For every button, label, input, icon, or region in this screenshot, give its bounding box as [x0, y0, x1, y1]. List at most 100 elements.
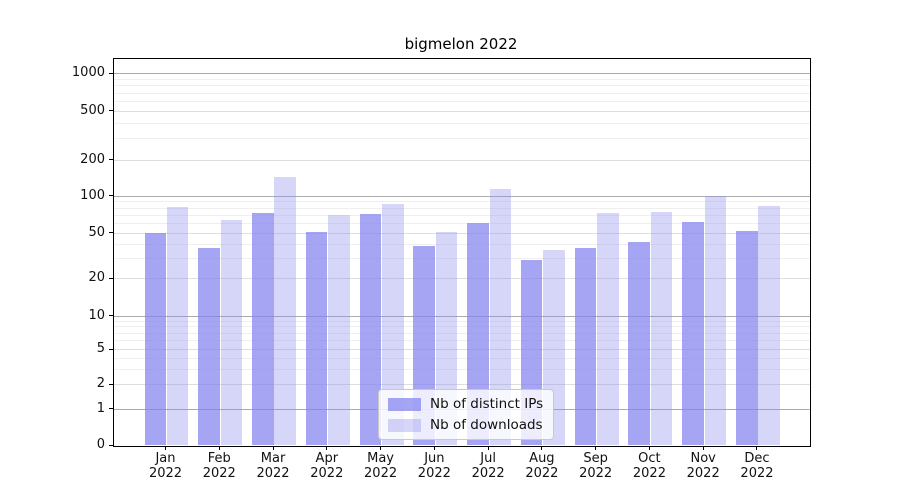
gridline-minor [114, 222, 810, 224]
bar-nb-of-downloads-feb [220, 220, 243, 446]
y-tick-mark [109, 315, 113, 317]
y-tick-label: 5 [96, 341, 105, 356]
x-tick-mark [595, 446, 597, 450]
x-tick-label-aug: Aug 2022 [525, 451, 559, 481]
bar-nb-of-distinct-ips-feb [198, 248, 220, 446]
gridline-minor [114, 100, 810, 102]
y-tick-mark [109, 110, 113, 112]
x-tick-mark [272, 446, 274, 450]
gridline-10 [114, 315, 810, 317]
bar-nb-of-distinct-ips-mar [252, 212, 274, 446]
gridline-minor [114, 207, 810, 209]
bar-nb-of-downloads-jul [489, 188, 512, 446]
bar-nb-of-distinct-ips-may [359, 214, 382, 446]
x-tick-mark [165, 446, 166, 450]
bar-nb-of-downloads-oct [650, 212, 673, 446]
gridline-minor [114, 326, 810, 328]
bar-nb-of-downloads-jan [166, 207, 189, 446]
bar-nb-of-distinct-ips-oct [628, 241, 651, 446]
gridline-2 [114, 384, 810, 386]
legend-item-nb-of-downloads: Nb of downloads [388, 417, 543, 433]
bar-nb-of-downloads-may [381, 203, 404, 446]
bar-nb-of-distinct-ips-nov [682, 221, 704, 446]
x-tick-mark [702, 446, 704, 450]
gridline-minor [114, 357, 810, 359]
x-tick-label-jul: Jul 2022 [471, 451, 505, 481]
chart-title: bigmelon 2022 [404, 35, 518, 53]
y-tick-mark [109, 383, 113, 385]
x-tick-label-nov: Nov 2022 [686, 451, 720, 481]
x-tick-mark [541, 446, 543, 450]
bar-nb-of-downloads-dec [758, 206, 780, 446]
bar-nb-of-downloads-apr [328, 215, 350, 446]
y-tick-mark [109, 348, 113, 350]
gridline-minor [114, 214, 810, 216]
gridline-minor [114, 85, 810, 87]
gridline-minor [114, 258, 810, 260]
gridline-1000 [114, 73, 810, 75]
x-tick-mark [433, 446, 435, 450]
bar-nb-of-downloads-sep [597, 212, 619, 446]
bar-nb-of-downloads-nov [704, 196, 727, 446]
legend-swatch-nb-of-downloads [388, 418, 421, 432]
bar-nb-of-distinct-ips-apr [305, 232, 328, 446]
y-tick-mark [109, 195, 113, 197]
y-tick-label: 50 [88, 224, 105, 240]
y-tick-mark [109, 72, 113, 74]
gridline-50 [114, 232, 810, 234]
gridline-minor [114, 320, 810, 322]
y-tick-mark [109, 159, 113, 161]
gridline-20 [114, 278, 810, 280]
x-tick-label-mar: Mar 2022 [256, 451, 290, 481]
y-tick-label: 0 [96, 437, 105, 452]
x-tick-mark [648, 446, 650, 450]
x-tick-mark [218, 446, 220, 450]
x-tick-mark [380, 446, 382, 450]
x-tick-label-apr: Apr 2022 [310, 451, 344, 481]
gridline-minor [114, 332, 810, 334]
gridline-minor [114, 340, 810, 342]
legend: Nb of distinct IPs Nb of downloads [378, 389, 555, 440]
gridline-minor [114, 78, 810, 80]
plot-area: Nb of distinct IPs Nb of downloads [113, 58, 811, 447]
y-tick-label: 20 [88, 270, 105, 286]
x-tick-mark [487, 446, 489, 450]
bar-nb-of-distinct-ips-sep [574, 248, 597, 446]
gridline-100 [114, 195, 810, 197]
gridline-5 [114, 349, 810, 350]
y-tick-mark [109, 444, 113, 446]
x-tick-label-feb: Feb 2022 [202, 451, 236, 481]
x-tick-label-may: May 2022 [364, 451, 398, 481]
bar-nb-of-downloads-mar [274, 176, 297, 446]
gridline-500 [114, 110, 810, 112]
y-tick-label: 500 [80, 102, 105, 118]
legend-label-nb-of-downloads: Nb of downloads [430, 417, 543, 433]
y-tick-label: 1 [96, 400, 105, 416]
x-tick-label-jun: Jun 2022 [417, 451, 451, 481]
legend-swatch-nb-of-distinct-ips [388, 397, 421, 411]
gridline-minor [114, 138, 810, 140]
bar-nb-of-distinct-ips-dec [735, 231, 758, 446]
y-tick-label: 1000 [71, 65, 105, 81]
legend-item-nb-of-distinct-ips: Nb of distinct IPs [388, 396, 543, 412]
gridline-minor [114, 201, 810, 203]
y-tick-label: 200 [80, 151, 105, 167]
legend-label-nb-of-distinct-ips: Nb of distinct IPs [430, 396, 544, 412]
y-tick-mark [109, 232, 113, 234]
x-tick-mark [326, 446, 328, 450]
gridline-minor [114, 368, 810, 370]
x-tick-mark [756, 446, 758, 450]
gridline-200 [114, 159, 810, 161]
y-tick-label: 100 [80, 187, 105, 203]
gridline-minor [114, 122, 810, 124]
y-tick-label: 10 [88, 307, 105, 323]
y-tick-mark [109, 408, 113, 410]
gridline-minor [114, 243, 810, 245]
x-tick-label-sep: Sep 2022 [579, 451, 613, 481]
x-tick-label-jan: Jan 2022 [148, 451, 183, 481]
bar-nb-of-distinct-ips-jan [144, 233, 167, 446]
x-tick-label-dec: Dec 2022 [740, 451, 774, 481]
x-tick-label-oct: Oct 2022 [632, 451, 666, 481]
y-tick-mark [109, 277, 113, 279]
